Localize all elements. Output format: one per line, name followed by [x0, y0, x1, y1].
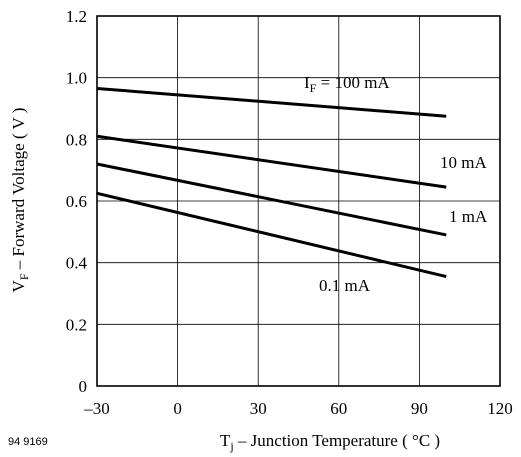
series-label-1ma: 1 mA	[449, 207, 488, 226]
x-tick-label: 30	[250, 399, 267, 418]
x-axis-label: Tj – Junction Temperature ( °C )	[220, 431, 440, 453]
series-label-100ma: IF = 100 mA	[304, 73, 390, 95]
series-line-1	[96, 134, 447, 189]
x-tick-label: 120	[487, 399, 513, 418]
series-label-10ma: 10 mA	[440, 153, 487, 172]
y-tick-label: 0	[79, 377, 88, 396]
series-line-2	[96, 162, 447, 237]
series-lines	[96, 86, 447, 279]
series-line-3	[96, 191, 447, 279]
y-tick-label: 1.0	[66, 69, 87, 88]
grid-lines	[97, 16, 500, 386]
x-tick-labels: –30 0 30 60 90 120	[83, 399, 513, 418]
series-label-0-1ma: 0.1 mA	[319, 276, 371, 295]
x-tick-label: 0	[173, 399, 182, 418]
x-tick-label: –30	[83, 399, 110, 418]
y-tick-label: 0.4	[66, 254, 88, 273]
y-tick-label: 0.6	[66, 192, 87, 211]
y-axis-label: VF – Forward Voltage ( V )	[9, 108, 31, 293]
plot-frame	[96, 15, 501, 387]
x-tick-label: 90	[411, 399, 428, 418]
x-tick-label: 60	[330, 399, 347, 418]
y-tick-label: 0.8	[66, 130, 87, 149]
series-line-0	[96, 86, 447, 118]
y-tick-label: 0.2	[66, 315, 87, 334]
y-tick-labels: 0 0.2 0.4 0.6 0.8 1.0 1.2	[66, 7, 88, 396]
y-tick-label: 1.2	[66, 7, 87, 26]
figure-number: 94 9169	[8, 436, 48, 448]
